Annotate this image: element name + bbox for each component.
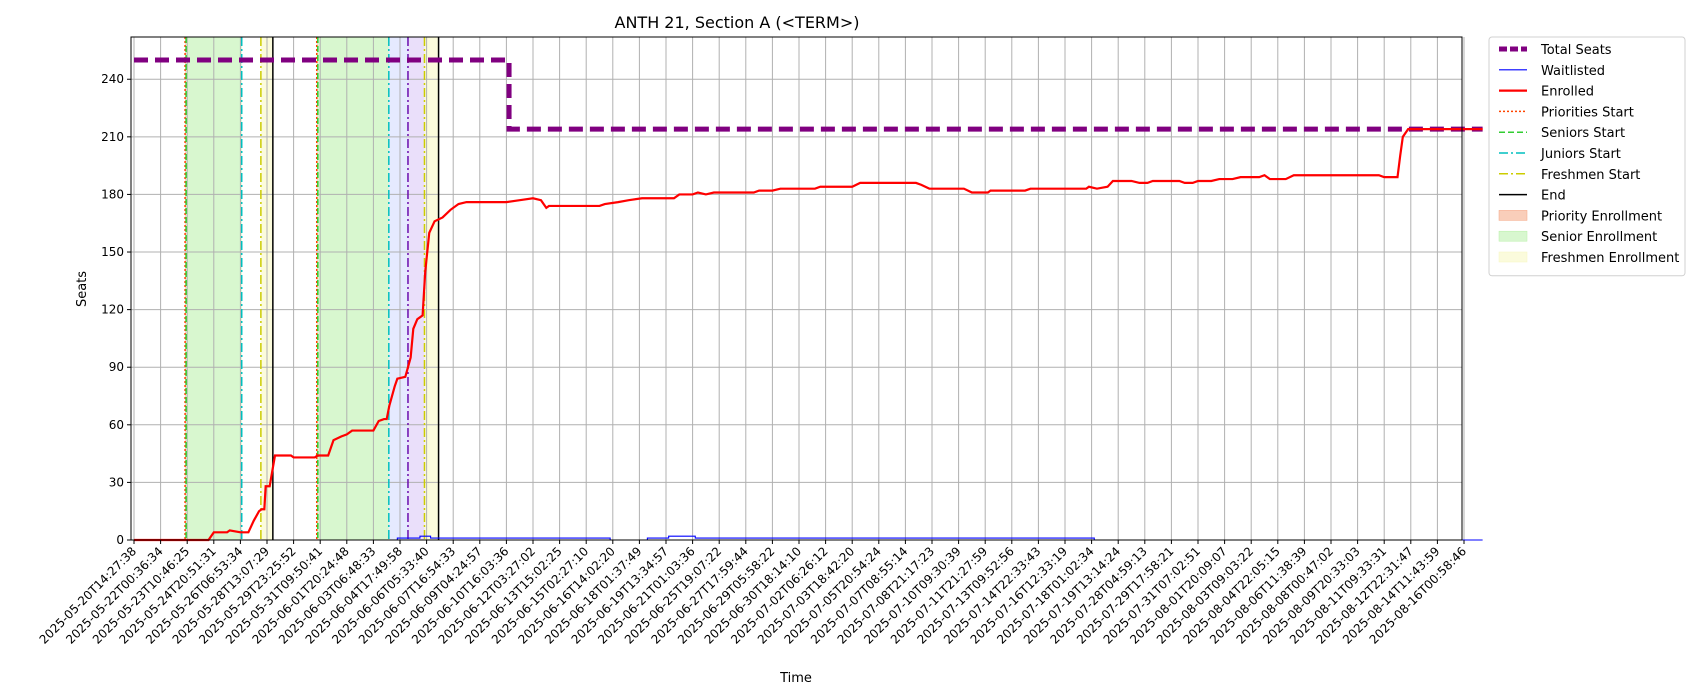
enrollment-period-spans xyxy=(185,37,439,540)
y-tick-label-210: 210 xyxy=(101,130,124,144)
y-tick-label-180: 180 xyxy=(101,187,124,201)
legend-label-senior-enrollment: Senior Enrollment xyxy=(1541,230,1657,245)
span-senior-enrollment-1 xyxy=(317,37,389,540)
legend-swatch-senior-enrollment xyxy=(1498,230,1528,242)
span-priority-enrollment-0 xyxy=(185,37,187,540)
chart-legend: Total Seats Waitlisted Enrolled Priorities … xyxy=(1488,36,1686,277)
span-sophomore-enrollment-0 xyxy=(407,37,425,540)
y-axis-label: Seats xyxy=(75,271,90,307)
y-tick-label-0: 0 xyxy=(116,533,124,547)
y-tick-label-150: 150 xyxy=(101,245,124,259)
x-axis-label: Time xyxy=(779,671,812,686)
legend-label-priorities-start: Priorities Start xyxy=(1541,105,1634,120)
legend-label-end: End xyxy=(1541,189,1566,204)
span-priority-enrollment-1 xyxy=(316,37,318,540)
legend-label-priority-enrollment: Priority Enrollment xyxy=(1541,209,1662,224)
legend-label-seniors-start: Seniors Start xyxy=(1541,126,1625,141)
plot-frame xyxy=(130,36,1463,541)
legend-label-enrolled: Enrolled xyxy=(1541,85,1594,100)
series-enrolled-line xyxy=(134,128,1483,542)
legend-label-juniors-start: Juniors Start xyxy=(1540,147,1621,162)
legend-swatch-priority-enrollment xyxy=(1498,210,1528,221)
grid-lines xyxy=(131,37,1465,541)
span-freshmen-enrollment-1 xyxy=(424,37,439,540)
legend-label-freshmen-start: Freshmen Start xyxy=(1541,168,1640,183)
legend-label-total-seats: Total Seats xyxy=(1540,43,1612,58)
y-axis-ticks: 0 30 60 90 120 150 180 210 240 xyxy=(101,72,131,547)
legend-swatch-freshmen-enrollment xyxy=(1498,251,1528,263)
y-tick-label-90: 90 xyxy=(109,360,124,374)
x-axis-ticks: 2025-05-20T14:27:382025-05-22T00:36:3420… xyxy=(37,540,1469,647)
legend-frame xyxy=(1488,36,1686,277)
legend-label-waitlisted: Waitlisted xyxy=(1541,64,1605,79)
chart-title: ANTH 21, Section A (<TERM>) xyxy=(615,13,860,32)
y-tick-label-60: 60 xyxy=(109,418,124,432)
span-junior-enrollment-0 xyxy=(388,37,408,540)
series-total-seats-line xyxy=(134,57,1483,132)
y-tick-label-30: 30 xyxy=(109,475,124,489)
y-tick-label-240: 240 xyxy=(101,72,124,86)
legend-label-freshmen-enrollment: Freshmen Enrollment xyxy=(1541,251,1679,266)
y-tick-label-120: 120 xyxy=(101,303,124,317)
